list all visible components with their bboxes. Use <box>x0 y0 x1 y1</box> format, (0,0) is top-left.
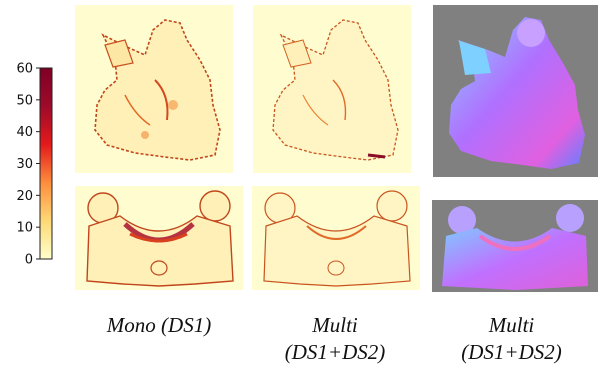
colorbar: 0 10 20 30 40 50 60 <box>16 62 53 268</box>
error-map-mono-figurine <box>75 5 233 173</box>
error-map-multi-figurine <box>253 5 411 173</box>
colorbar-tick-label: 50 <box>16 93 33 108</box>
colorbar-tick-label: 60 <box>16 62 33 77</box>
colorbar-tick-label: 0 <box>25 253 33 268</box>
colorbar-tick-label: 30 <box>16 157 33 172</box>
colorbar-tick-label: 20 <box>16 189 33 204</box>
error-map-multi-bowl <box>252 186 420 290</box>
normal-map-figurine <box>433 5 598 177</box>
caption-mono: Mono (DS1) <box>106 313 212 337</box>
error-map-mono-bowl <box>75 186 243 290</box>
colorbar-gradient <box>39 67 53 260</box>
caption-multi-normals: Multi (DS1+DS2) <box>461 313 562 364</box>
normal-map-bowl <box>432 200 598 292</box>
colorbar-tick-label: 10 <box>16 221 33 236</box>
colorbar-tick-label: 40 <box>16 125 33 140</box>
caption-multi-errors: Multi (DS1+DS2) <box>284 313 386 364</box>
